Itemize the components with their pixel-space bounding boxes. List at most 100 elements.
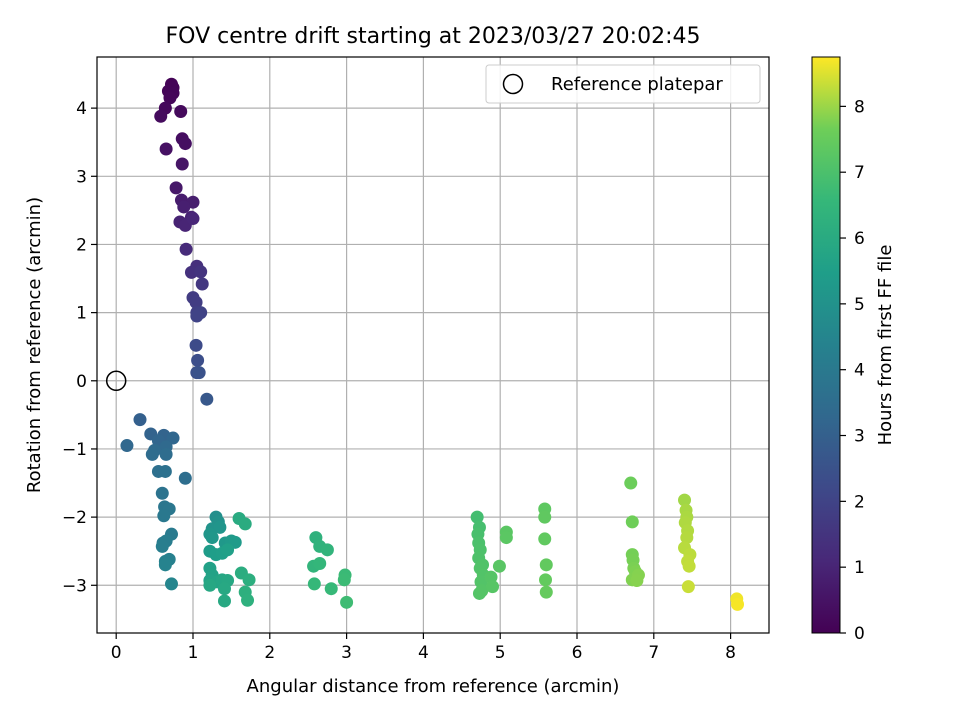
- legend-marker-circle: [502, 73, 524, 95]
- scatter-point: [320, 543, 334, 557]
- scatter-point: [630, 574, 644, 588]
- x-tick-label: 2: [264, 643, 275, 663]
- y-tick-label: 3: [76, 167, 87, 187]
- x-tick-label: 6: [572, 643, 583, 663]
- x-tick-label: 3: [341, 643, 352, 663]
- scatter-point: [179, 242, 193, 256]
- y-axis-label: Rotation from reference (arcmin): [24, 197, 45, 493]
- scatter-point: [177, 200, 191, 214]
- scatter-point: [189, 295, 203, 309]
- scatter-point: [178, 137, 192, 151]
- colorbar-tick-label: 1: [854, 558, 865, 578]
- colorbar-tick-label: 0: [854, 624, 865, 644]
- scatter-point: [337, 573, 351, 587]
- x-tick-label: 1: [188, 643, 199, 663]
- plot-area: 0 1 2 3 4 5 6 7 8 −3 −2 −1 0 1 2 3 4: [62, 56, 770, 663]
- scatter-point: [200, 392, 214, 406]
- scatter-point: [190, 309, 204, 323]
- colorbar: 0 1 2 3 4 5 6 7 8 Hours from first FF file: [811, 56, 896, 644]
- scatter-point: [678, 493, 692, 507]
- scatter-point: [324, 582, 338, 596]
- scatter-point: [221, 543, 235, 557]
- colorbar-tick-label: 3: [854, 427, 865, 447]
- x-tick-label: 7: [648, 643, 659, 663]
- scatter-point: [213, 520, 227, 534]
- y-tick-label: −1: [62, 440, 87, 460]
- scatter-point: [164, 577, 178, 591]
- colorbar-ticks: 0 1 2 3 4 5 6 7 8: [840, 97, 865, 644]
- scatter-point: [174, 105, 188, 119]
- scatter-point: [538, 532, 552, 546]
- scatter-point: [186, 212, 200, 226]
- scatter-point: [169, 181, 183, 195]
- scatter-point: [624, 476, 638, 490]
- scatter-point: [175, 157, 189, 171]
- scatter-point: [157, 509, 171, 523]
- scatter-point: [178, 471, 192, 485]
- scatter-point: [192, 366, 206, 380]
- x-tick-label: 5: [495, 643, 506, 663]
- scatter-point: [154, 109, 168, 123]
- scatter-point: [195, 277, 209, 291]
- scatter-point: [681, 580, 695, 594]
- scatter-point: [238, 517, 252, 531]
- scatter-point: [484, 570, 498, 584]
- scatter-point: [492, 559, 506, 573]
- scatter-point: [217, 594, 231, 608]
- y-tick-label: 2: [76, 235, 87, 255]
- scatter-point: [205, 531, 219, 545]
- x-tick-label: 8: [725, 643, 736, 663]
- scatter-point: [155, 486, 169, 500]
- scatter-point: [682, 559, 696, 573]
- scatter-point: [307, 577, 321, 591]
- y-tick-label: −2: [62, 508, 87, 528]
- scatter-point: [191, 353, 205, 367]
- scatter-point: [539, 573, 553, 587]
- scatter-point: [189, 338, 203, 352]
- x-tick-label: 4: [418, 643, 429, 663]
- colorbar-tick-label: 5: [854, 295, 865, 315]
- y-axis-ticks: −3 −2 −1 0 1 2 3 4: [62, 99, 97, 596]
- y-tick-label: −3: [62, 576, 87, 596]
- scatter-point: [340, 595, 354, 609]
- scatter-point: [145, 447, 159, 461]
- colorbar-tick-label: 7: [854, 163, 865, 183]
- colorbar-tick-label: 2: [854, 492, 865, 512]
- scatter-point: [539, 585, 553, 599]
- scatter-point: [159, 447, 173, 461]
- scatter-point: [120, 439, 134, 453]
- colorbar-gradient: [811, 56, 841, 634]
- y-tick-label: 1: [76, 304, 87, 324]
- scatter-point: [486, 580, 500, 594]
- x-tick-label: 0: [111, 643, 122, 663]
- scatter-point: [159, 142, 173, 156]
- plot-frame: [96, 56, 770, 634]
- scatter-point: [217, 582, 231, 596]
- colorbar-tick-label: 6: [854, 229, 865, 249]
- x-axis-ticks: 0 1 2 3 4 5 6 7 8: [111, 633, 736, 663]
- scatter-point: [538, 510, 552, 524]
- scatter-point: [194, 265, 208, 279]
- scatter-point: [133, 413, 147, 427]
- scatter-point: [313, 556, 327, 570]
- scatter-point: [625, 515, 639, 529]
- x-axis-label: Angular distance from reference (arcmin): [247, 676, 620, 697]
- colorbar-tick-label: 4: [854, 361, 865, 381]
- scatter-point: [470, 510, 484, 524]
- colorbar-tick-label: 8: [854, 97, 865, 117]
- scatter-point: [203, 578, 217, 592]
- scatter-point: [166, 431, 180, 445]
- scatter-point: [475, 584, 489, 598]
- scatter-point: [731, 597, 745, 611]
- gridlines: [97, 57, 769, 633]
- scatter-point: [242, 573, 256, 587]
- scatter-point: [158, 558, 172, 572]
- scatter-point: [163, 91, 177, 105]
- scatter-point: [155, 539, 169, 553]
- legend: Reference platepar: [485, 64, 761, 104]
- reference-marker: [105, 370, 127, 392]
- scatter-point: [680, 531, 694, 545]
- colorbar-label: Hours from first FF file: [875, 245, 896, 446]
- scatter-point: [158, 464, 172, 478]
